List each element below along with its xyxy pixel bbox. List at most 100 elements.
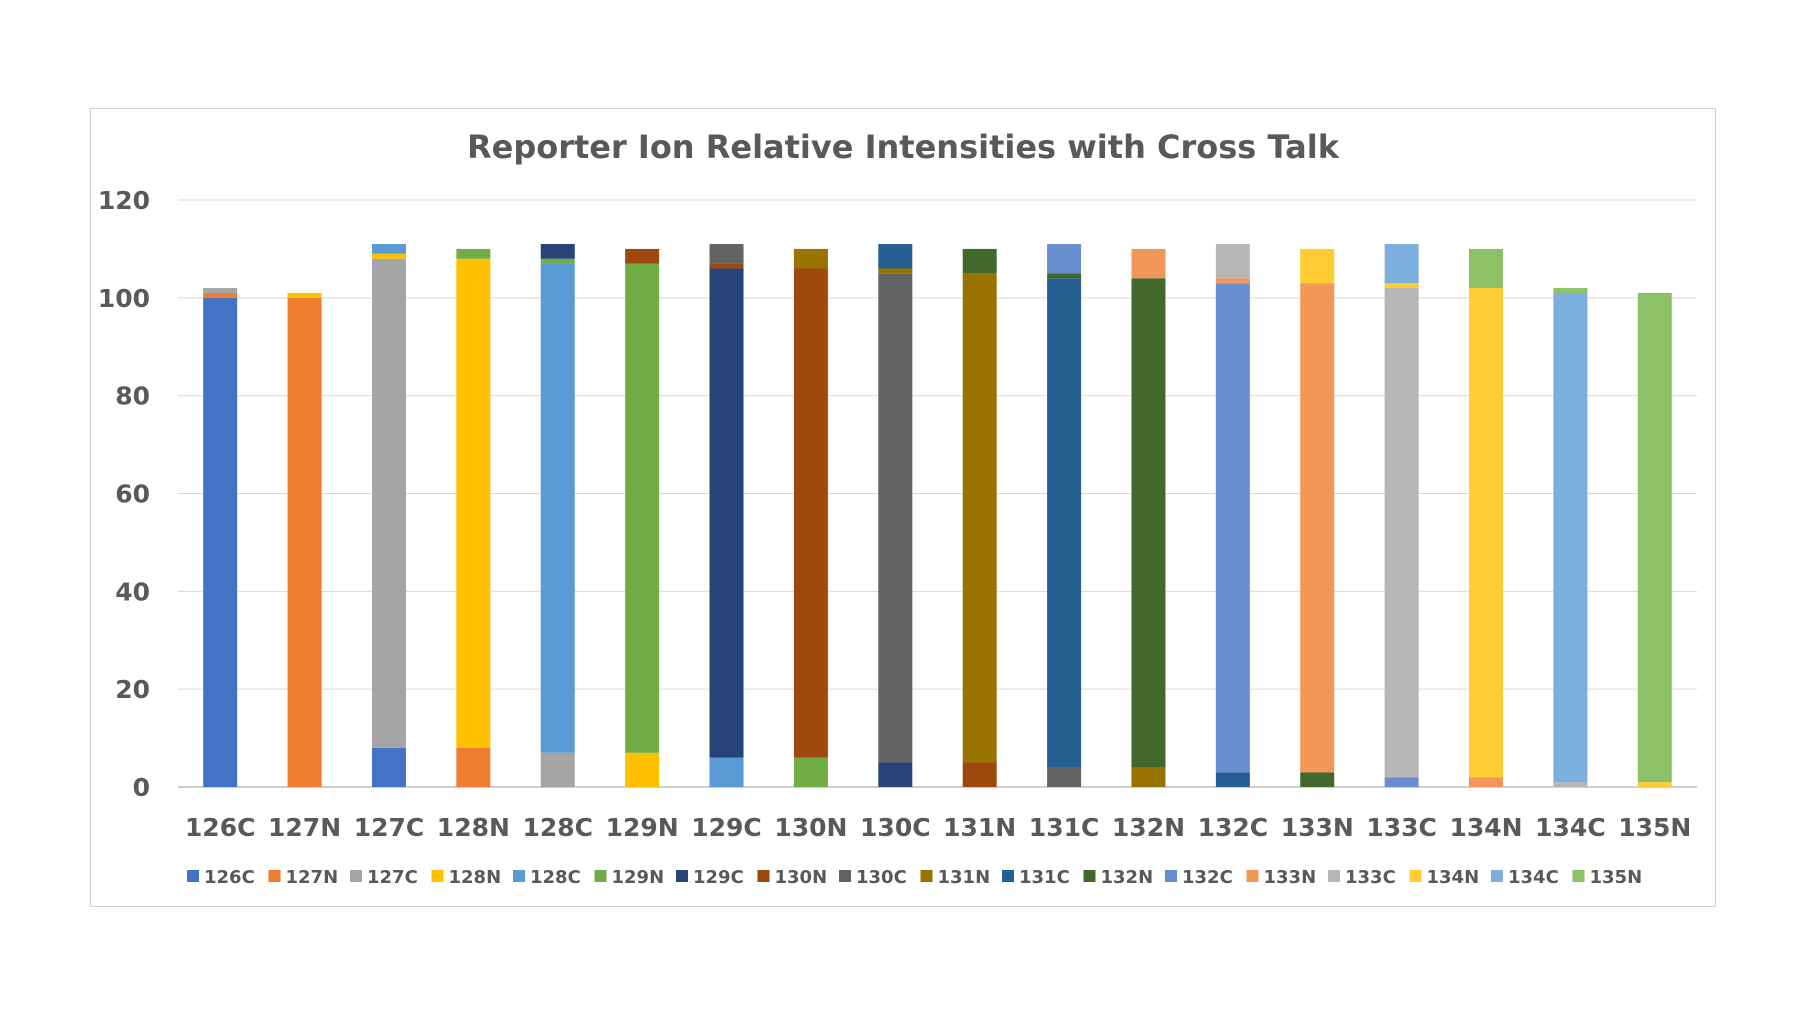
bar-segment-133N-132N — [1300, 772, 1335, 787]
bar-segment-131C-131C — [1047, 278, 1082, 768]
x-tick-label: 134N — [1449, 813, 1522, 842]
y-tick-label: 40 — [115, 577, 150, 606]
bar-segment-132C-132C — [1215, 283, 1250, 773]
bar-segment-131N-130N — [962, 762, 997, 787]
legend-swatch — [350, 870, 362, 882]
gridlines — [178, 199, 1697, 788]
bar-segment-131C-130C — [1047, 767, 1082, 787]
bar-segment-126C-127N — [203, 292, 238, 298]
bar-segment-130C-131C — [878, 244, 913, 269]
x-tick-label: 131C — [1029, 813, 1100, 842]
legend-label: 128N — [449, 867, 502, 888]
bar-segment-132N-132N — [1131, 278, 1166, 768]
bars — [203, 244, 1672, 787]
legend-swatch — [1328, 870, 1340, 882]
bar-segment-131C-132N — [1047, 273, 1082, 279]
bar-segment-129C-128C — [709, 757, 744, 787]
x-tick-label: 127C — [354, 813, 425, 842]
chart-title: Reporter Ion Relative Intensities with C… — [467, 128, 1340, 166]
bar-segment-135N-134N — [1637, 782, 1672, 787]
legend-item: 132N — [1083, 867, 1154, 888]
bar-segment-133N-133N — [1300, 283, 1335, 773]
bar-segment-128N-129N — [456, 248, 491, 259]
bar-segment-128C-128C — [540, 263, 575, 753]
legend-item: 130C — [839, 867, 907, 888]
bar-segment-134N-133N — [1469, 777, 1504, 787]
x-tick-label: 132C — [1198, 813, 1269, 842]
bar-segment-131N-132N — [962, 248, 997, 274]
bar-segment-131C-132C — [1047, 244, 1082, 274]
legend-label: 126C — [204, 867, 255, 888]
bar-segment-129C-130N — [709, 263, 744, 269]
bar-segment-127C-126C — [371, 747, 406, 787]
bar-segment-129N-130N — [625, 248, 660, 264]
legend-item: 126C — [187, 867, 255, 888]
legend-swatch — [1572, 870, 1585, 882]
bar-segment-134N-134N — [1469, 288, 1504, 778]
bar-segment-129N-128N — [625, 752, 660, 787]
legend-label: 129C — [693, 867, 744, 888]
bar-segment-132N-133N — [1131, 248, 1166, 279]
x-axis-ticks: 126C 127N 127C 128N 128C 129N 129C 130N 130C 131N… — [185, 813, 1691, 842]
legend-label: 134C — [1508, 867, 1559, 888]
legend-item: 133N — [1246, 867, 1317, 888]
legend-label: 127N — [286, 867, 339, 888]
x-tick-label: 130C — [860, 813, 931, 842]
legend-swatch — [594, 870, 607, 882]
y-tick-label: 60 — [115, 480, 150, 509]
y-axis-ticks: 0 20 40 60 80 100 120 — [98, 186, 150, 802]
bar-segment-128C-127C — [540, 752, 575, 787]
bar-segment-130C-129C — [878, 762, 913, 787]
legend-swatch — [1246, 870, 1259, 882]
x-tick-label: 126C — [185, 813, 256, 842]
legend-label: 132N — [1101, 867, 1154, 888]
x-tick-label: 131N — [943, 813, 1016, 842]
legend-swatch — [1083, 870, 1096, 882]
legend-label: 128C — [530, 867, 581, 888]
x-tick-label: 129N — [606, 813, 679, 842]
legend-label: 129N — [612, 867, 665, 888]
y-tick-label: 0 — [133, 773, 150, 802]
bar-segment-134N-135N — [1469, 248, 1504, 289]
x-tick-label: 135N — [1618, 813, 1691, 842]
bar-segment-133C-133C — [1384, 288, 1419, 778]
bar-segment-132N-131N — [1131, 767, 1166, 787]
bar-segment-127N-128N — [287, 292, 322, 298]
legend-label: 135N — [1590, 867, 1643, 888]
legend-label: 131C — [1019, 867, 1070, 888]
bar-segment-132C-133N — [1215, 278, 1250, 284]
bar-segment-126C-127C — [203, 288, 238, 293]
bar-segment-128N-128N — [456, 258, 491, 748]
x-tick-label: 130N — [774, 813, 847, 842]
legend-label: 130C — [856, 867, 907, 888]
legend-label: 130N — [775, 867, 828, 888]
bar-segment-134C-134C — [1553, 292, 1588, 783]
legend-item: 134C — [1491, 867, 1559, 888]
x-tick-label: 128C — [522, 813, 593, 842]
legend-label: 133C — [1345, 867, 1396, 888]
legend-label: 133N — [1264, 867, 1317, 888]
legend-label: 132C — [1182, 867, 1233, 888]
bar-segment-127C-127C — [371, 258, 406, 748]
bar-segment-127N-127N — [287, 297, 322, 787]
legend-swatch — [676, 870, 688, 882]
legend-item: 127C — [350, 867, 418, 888]
bar-segment-131N-131N — [962, 273, 997, 763]
bar-segment-133C-134C — [1384, 244, 1419, 284]
bar-segment-127C-128N — [371, 253, 406, 259]
bar-segment-130C-131N — [878, 268, 913, 274]
bar-segment-129N-129N — [625, 263, 660, 753]
x-tick-label: 133C — [1366, 813, 1437, 842]
legend-item: 128C — [513, 867, 581, 888]
bar-segment-134C-133C — [1553, 782, 1588, 787]
y-tick-label: 100 — [98, 284, 150, 313]
y-tick-label: 80 — [115, 382, 150, 411]
legend-swatch — [1002, 870, 1014, 882]
legend-swatch — [513, 870, 525, 882]
legend-item: 133C — [1328, 867, 1396, 888]
legend-swatch — [431, 870, 444, 882]
bar-segment-128N-127N — [456, 747, 491, 787]
legend-swatch — [187, 870, 199, 882]
bar-segment-129C-129C — [709, 268, 744, 758]
